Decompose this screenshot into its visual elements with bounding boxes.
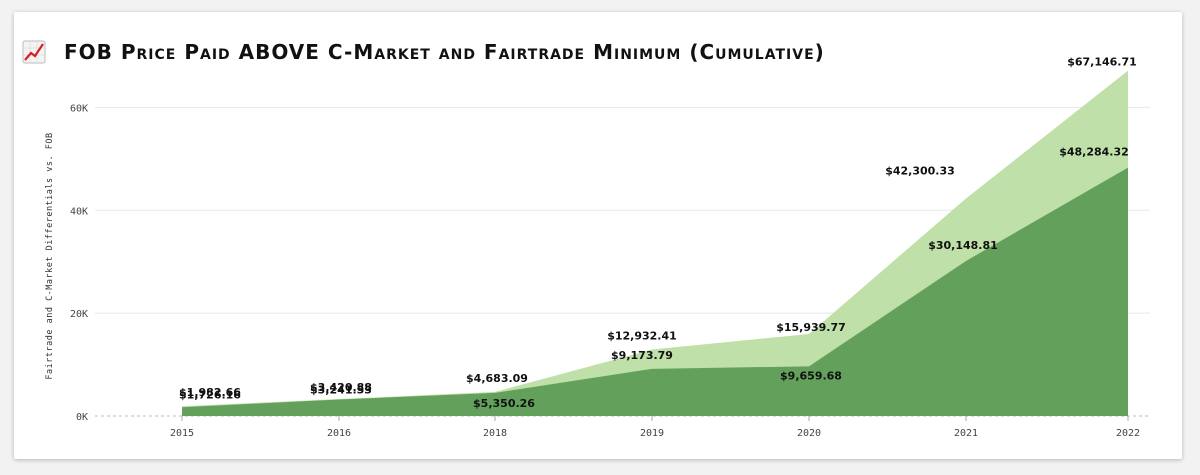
data-label: $15,939.77 <box>776 321 846 334</box>
x-tick-label: 2022 <box>1116 428 1140 439</box>
y-tick-label: 0K <box>76 412 88 423</box>
chart-title: FOB Price Paid ABOVE C-Market and Fairtr… <box>64 40 825 64</box>
title-row: FOB Price Paid ABOVE C-Market and Fairtr… <box>22 32 825 72</box>
data-label: $9,659.68 <box>780 369 842 382</box>
data-label: $3,420.88 <box>310 381 372 394</box>
data-label: $67,146.71 <box>1067 56 1137 69</box>
y-tick-label: 40K <box>70 206 88 217</box>
data-label: $4,683.09 <box>466 372 528 385</box>
data-label: $9,173.79 <box>611 349 673 362</box>
y-axis: 0K 20K 40K 60K <box>70 103 88 423</box>
area-above-fairtrade-minimum <box>182 167 1128 416</box>
data-label: $5,350.26 <box>473 397 535 410</box>
x-tick-label: 2015 <box>170 428 194 439</box>
data-label: $42,300.33 <box>885 164 955 177</box>
areas <box>182 70 1128 416</box>
x-axis: 2015 2016 2018 2019 2020 2021 2022 <box>170 416 1140 439</box>
data-label: $12,932.41 <box>607 329 677 342</box>
y-axis-label: Fairtrade and C-Market Differentials vs.… <box>45 132 55 379</box>
data-label: $30,148.81 <box>928 239 998 252</box>
y-tick-label: 20K <box>70 309 88 320</box>
x-tick-label: 2019 <box>640 428 664 439</box>
chart-increasing-icon <box>22 40 46 64</box>
data-label: $1,982.66 <box>179 386 241 399</box>
x-tick-label: 2018 <box>483 428 507 439</box>
x-tick-label: 2020 <box>797 428 821 439</box>
data-label: $1,726.16 <box>179 388 241 401</box>
data-labels: $1,982.66 $3,420.88 $4,683.09 $12,932.41 $15… <box>179 56 1137 410</box>
x-tick-label: 2021 <box>954 428 978 439</box>
data-label: $48,284.32 <box>1059 146 1129 159</box>
y-tick-label: 60K <box>70 103 88 114</box>
data-label: $3,241.53 <box>310 384 372 397</box>
x-tick-label: 2016 <box>327 428 351 439</box>
